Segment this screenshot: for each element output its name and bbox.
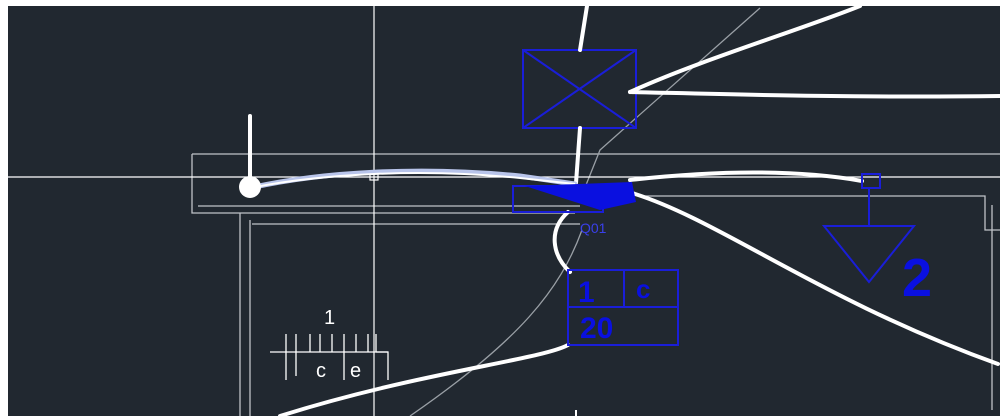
tick-label-e: e [350,360,361,382]
terminal-block[interactable] [567,269,679,346]
x-box-icon[interactable] [522,49,637,129]
terminal-value: 20 [580,312,613,345]
device-tag: Q01 [580,220,607,236]
crosshair-cursor-icon [8,6,1000,416]
selected-wire-core [249,172,576,189]
thin-lines [409,7,761,416]
wires [248,4,1000,416]
tick-comb-symbol[interactable] [270,334,389,380]
tick-number: 1 [324,307,335,329]
wire-node[interactable] [239,176,261,198]
terminal-number: 1 [578,276,595,309]
tick-label-c: c [316,360,326,382]
terminal-letter: c [636,274,650,304]
cad-viewport[interactable] [8,6,1000,416]
ground-symbol-icon[interactable] [821,173,917,284]
device-q01[interactable]: Q01 [512,182,636,236]
ground-number: 2 [902,248,932,308]
wall-outlines [191,153,1000,416]
